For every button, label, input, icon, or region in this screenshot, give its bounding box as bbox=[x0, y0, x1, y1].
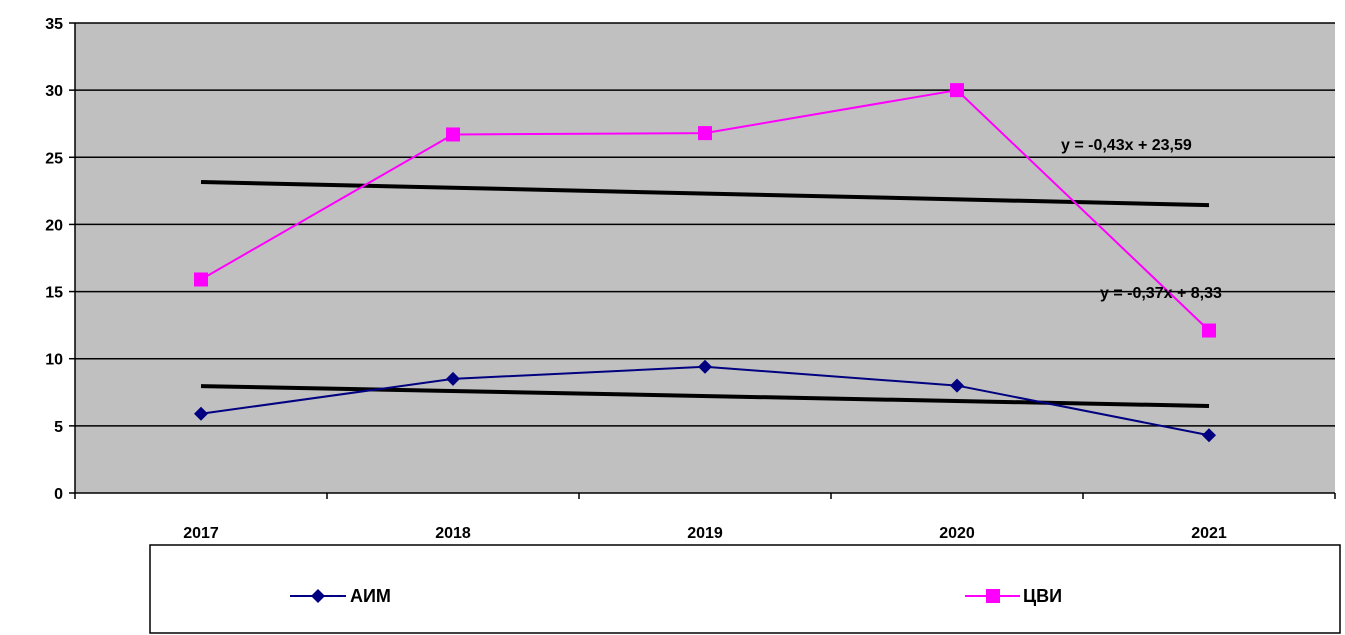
y-tick-label-10: 10 bbox=[45, 352, 63, 369]
y-tick-label-35: 35 bbox=[45, 16, 63, 33]
y-tick-label-30: 30 bbox=[45, 83, 63, 100]
legend-label-aim: АИМ bbox=[350, 586, 391, 606]
x-tick-label-2021: 2021 bbox=[1191, 525, 1227, 542]
x-tick-label-2018: 2018 bbox=[435, 525, 471, 542]
point-cvi-2017 bbox=[194, 272, 208, 287]
axes bbox=[74, 23, 1335, 494]
x-axis-ticks: 2017 2018 2019 2020 2021 bbox=[74, 493, 1336, 542]
y-tick-label-0: 0 bbox=[54, 486, 63, 503]
legend-item-cvi: ЦВИ bbox=[965, 586, 1062, 606]
trendline-cvi bbox=[200, 179, 1210, 208]
plot-area bbox=[75, 23, 1335, 493]
x-tick-label-2020: 2020 bbox=[939, 525, 975, 542]
point-aim-2020 bbox=[950, 378, 964, 393]
point-cvi-2019 bbox=[698, 126, 712, 141]
legend-item-aim: АИМ bbox=[290, 586, 391, 606]
y-tick-label-5: 5 bbox=[54, 419, 63, 436]
y-tick-label-15: 15 bbox=[45, 285, 63, 302]
point-cvi-2021 bbox=[1202, 323, 1216, 338]
legend-marker-aim bbox=[311, 589, 325, 603]
x-tick-label-2017: 2017 bbox=[183, 525, 219, 542]
gridlines bbox=[75, 22, 1335, 427]
x-tick-label-2019: 2019 bbox=[687, 525, 723, 542]
y-tick-label-25: 25 bbox=[45, 150, 63, 167]
legend-box bbox=[149, 544, 1341, 634]
y-axis-ticks: 0 5 10 15 20 25 30 35 bbox=[45, 16, 75, 503]
point-cvi-2020 bbox=[950, 83, 964, 98]
legend-marker-cvi bbox=[986, 589, 1000, 603]
y-tick-label-20: 20 bbox=[45, 217, 63, 234]
trendline-label-cvi: y = -0,43x + 23,59 bbox=[1061, 137, 1192, 154]
point-cvi-2018 bbox=[446, 127, 460, 142]
series-layer bbox=[194, 83, 1216, 443]
point-aim-2017 bbox=[194, 406, 208, 421]
point-aim-2019 bbox=[698, 359, 712, 374]
point-aim-2018 bbox=[446, 371, 460, 386]
trendline-label-aim: y = -0,37x + 8,33 bbox=[1100, 285, 1222, 302]
legend-label-cvi: ЦВИ bbox=[1023, 586, 1062, 606]
point-aim-2021 bbox=[1202, 428, 1216, 443]
